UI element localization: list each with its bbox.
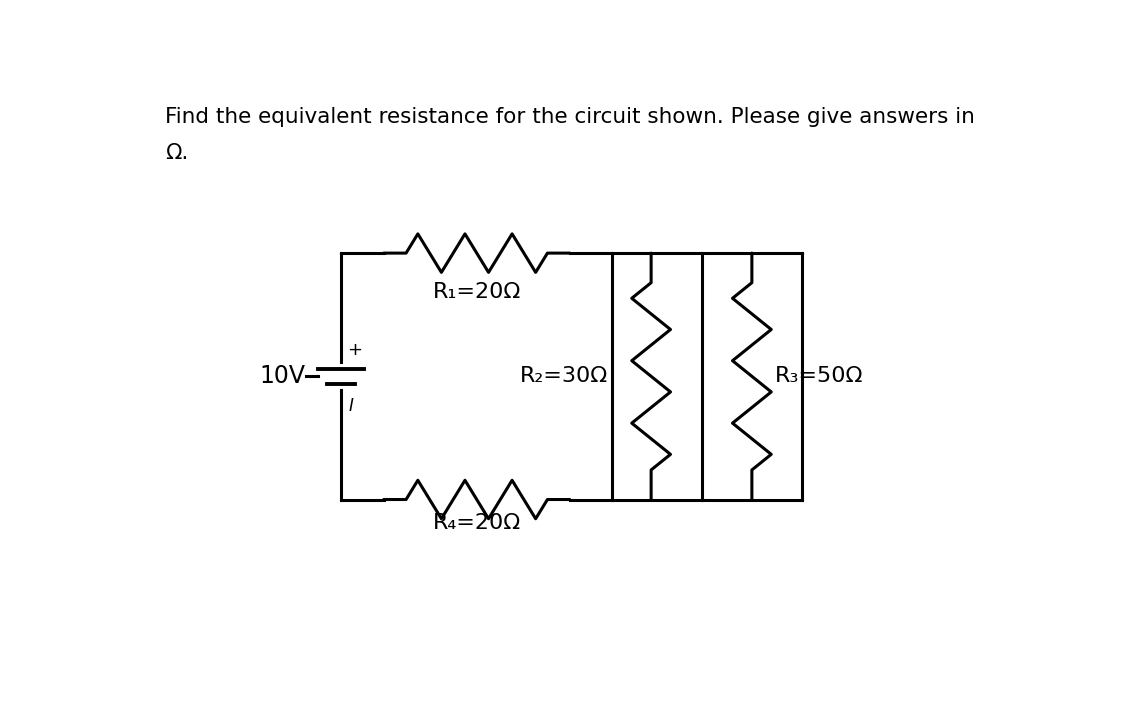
Text: 10V: 10V xyxy=(259,364,305,389)
Text: R₃=50Ω: R₃=50Ω xyxy=(775,366,863,386)
Text: Find the equivalent resistance for the circuit shown. Please give answers in: Find the equivalent resistance for the c… xyxy=(165,107,975,127)
Text: +: + xyxy=(348,341,363,359)
Text: R₄=20Ω: R₄=20Ω xyxy=(433,513,521,534)
Text: R₂=30Ω: R₂=30Ω xyxy=(520,366,608,386)
Text: R₁=20Ω: R₁=20Ω xyxy=(433,282,521,303)
Text: I: I xyxy=(349,396,354,415)
Text: Ω.: Ω. xyxy=(165,143,188,163)
